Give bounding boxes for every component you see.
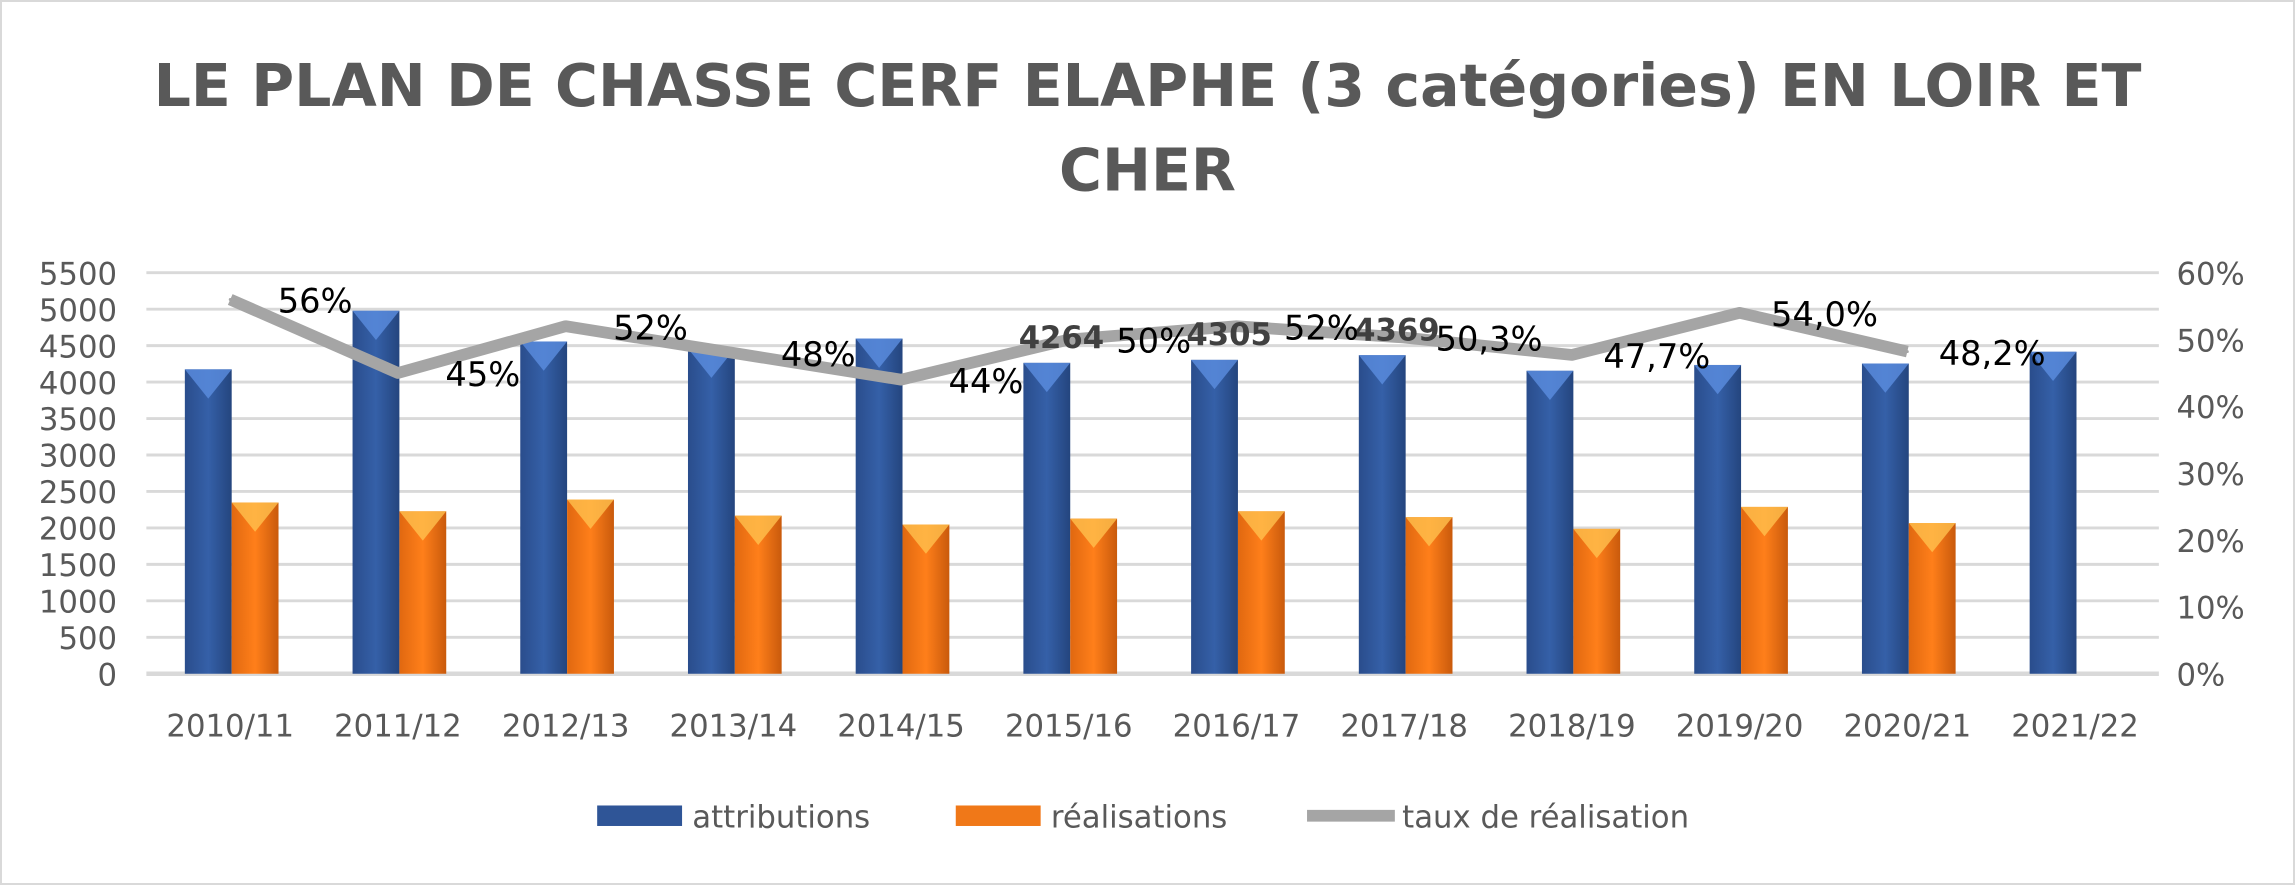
bar-bevel — [567, 499, 614, 529]
x-tick-label: 2011/12 — [334, 709, 462, 745]
y-left-tick-label: 0 — [98, 657, 118, 693]
bar-bevel — [1694, 364, 1742, 395]
data-label-taux: 50,3% — [1436, 320, 1543, 359]
y-left-tick-label: 3500 — [39, 402, 117, 438]
y-left-tick-label: 2500 — [39, 475, 117, 511]
bar-attributions — [687, 348, 735, 674]
line-point — [1738, 311, 1742, 315]
line-point — [1905, 350, 1909, 354]
bar-bevel — [902, 524, 950, 554]
data-label-taux: 54,0% — [1771, 295, 1878, 334]
data-label-taux: 50% — [1116, 322, 1191, 361]
data-label-taux: 44% — [949, 362, 1024, 401]
bar-attributions — [1191, 359, 1238, 674]
bar-bevel — [399, 511, 447, 541]
bar-bevel — [1237, 511, 1285, 541]
line-point — [564, 324, 568, 328]
data-label-taux: 56% — [278, 282, 353, 321]
bar-bevel — [1405, 517, 1453, 547]
bar-bevel — [855, 338, 903, 368]
y-left-tick-label: 500 — [58, 621, 117, 657]
y-right-tick-label: 30% — [2176, 457, 2244, 493]
bar-bevel — [352, 310, 400, 341]
data-label-taux: 52% — [1284, 308, 1359, 347]
legend-swatch-attributions — [597, 805, 683, 826]
data-label-taux: 52% — [613, 308, 688, 347]
y-right-tick-label: 60% — [2176, 256, 2244, 292]
y-left-tick-label: 1000 — [39, 585, 117, 621]
line-point — [396, 371, 400, 375]
bar-bevel — [1023, 362, 1071, 393]
y-left-tick-label: 5500 — [39, 256, 117, 292]
bar-bevel — [1526, 370, 1574, 401]
bar-bevel — [1070, 518, 1118, 548]
bar-bevel — [2029, 351, 2077, 382]
x-tick-label: 2019/20 — [1676, 709, 1804, 745]
y-left-tick-label: 4500 — [39, 329, 117, 365]
x-tick-label: 2012/13 — [502, 709, 630, 745]
bar-attributions — [1694, 364, 1742, 674]
legend-swatch-realisations — [955, 805, 1041, 826]
y-right-tick-label: 0% — [2176, 657, 2225, 693]
line-point — [228, 297, 232, 301]
chart-title-line-2: CHER — [1059, 137, 1236, 205]
y-right-tick-label: 50% — [2176, 323, 2244, 359]
x-tick-label: 2015/16 — [1005, 709, 1133, 745]
legend-label-realisations: réalisations — [1051, 799, 1227, 835]
y-left-tick-label: 5000 — [39, 293, 117, 329]
bar-attributions — [184, 369, 232, 674]
bar-bevel — [520, 341, 568, 371]
y-right-tick-label: 20% — [2176, 524, 2244, 560]
bar-bevel — [1358, 355, 1406, 385]
chart-title-line-1: LE PLAN DE CHASSE CERF ELAPHE (3 catégor… — [154, 52, 2142, 120]
y-left-tick-label: 4000 — [39, 366, 117, 402]
x-tick-label: 2013/14 — [670, 709, 798, 745]
bar-bevel — [184, 369, 232, 399]
bar-attributions — [2029, 351, 2077, 674]
bar-bevel — [1191, 359, 1238, 390]
bar-attributions — [1526, 370, 1574, 674]
bar-attributions — [1023, 362, 1071, 674]
data-label-taux: 47,7% — [1603, 337, 1710, 376]
data-label-taux: 48% — [781, 335, 856, 374]
x-tick-label: 2016/17 — [1173, 709, 1301, 745]
bar-bevel — [734, 515, 782, 545]
y-right-tick-label: 10% — [2176, 591, 2244, 627]
legend-label-taux: taux de réalisation — [1402, 799, 1689, 835]
bar-bevel — [1908, 523, 1956, 553]
data-label-taux: 48,2% — [1939, 334, 2046, 373]
line-point — [1067, 338, 1071, 342]
y-left-tick-label: 1500 — [39, 548, 117, 584]
data-label-taux: 45% — [445, 355, 520, 394]
x-tick-label: 2020/21 — [1844, 709, 1972, 745]
bar-attributions — [1861, 363, 1909, 674]
x-tick-label: 2014/15 — [837, 709, 965, 745]
line-point — [1235, 324, 1238, 328]
x-tick-label: 2021/22 — [2011, 709, 2139, 745]
bar-attributions — [1358, 355, 1406, 674]
bar-attributions — [855, 338, 903, 674]
data-label-attributions: 4264 — [1019, 320, 1105, 356]
data-label-attributions: 4369 — [1354, 313, 1440, 349]
bar-attributions — [520, 341, 568, 674]
bar-bevel — [1573, 528, 1621, 559]
y-left-tick-label: 3000 — [39, 439, 117, 475]
legend-label-attributions: attributions — [692, 799, 870, 835]
bar-bevel — [1741, 506, 1788, 537]
x-tick-label: 2010/11 — [166, 709, 294, 745]
line-point — [899, 378, 903, 382]
line-point — [731, 351, 735, 355]
bar-bevel — [1861, 363, 1909, 393]
legend: attributions réalisations taux de réalis… — [597, 799, 1689, 835]
line-point — [1402, 336, 1406, 340]
bar-bevel — [231, 502, 279, 532]
x-tick-label: 2017/18 — [1340, 709, 1468, 745]
x-tick-label: 2018/19 — [1508, 709, 1636, 745]
data-label-attributions: 4305 — [1186, 317, 1272, 353]
line-point — [1570, 353, 1574, 357]
y-left-tick-label: 2000 — [39, 512, 117, 548]
y-right-tick-label: 40% — [2176, 390, 2244, 426]
